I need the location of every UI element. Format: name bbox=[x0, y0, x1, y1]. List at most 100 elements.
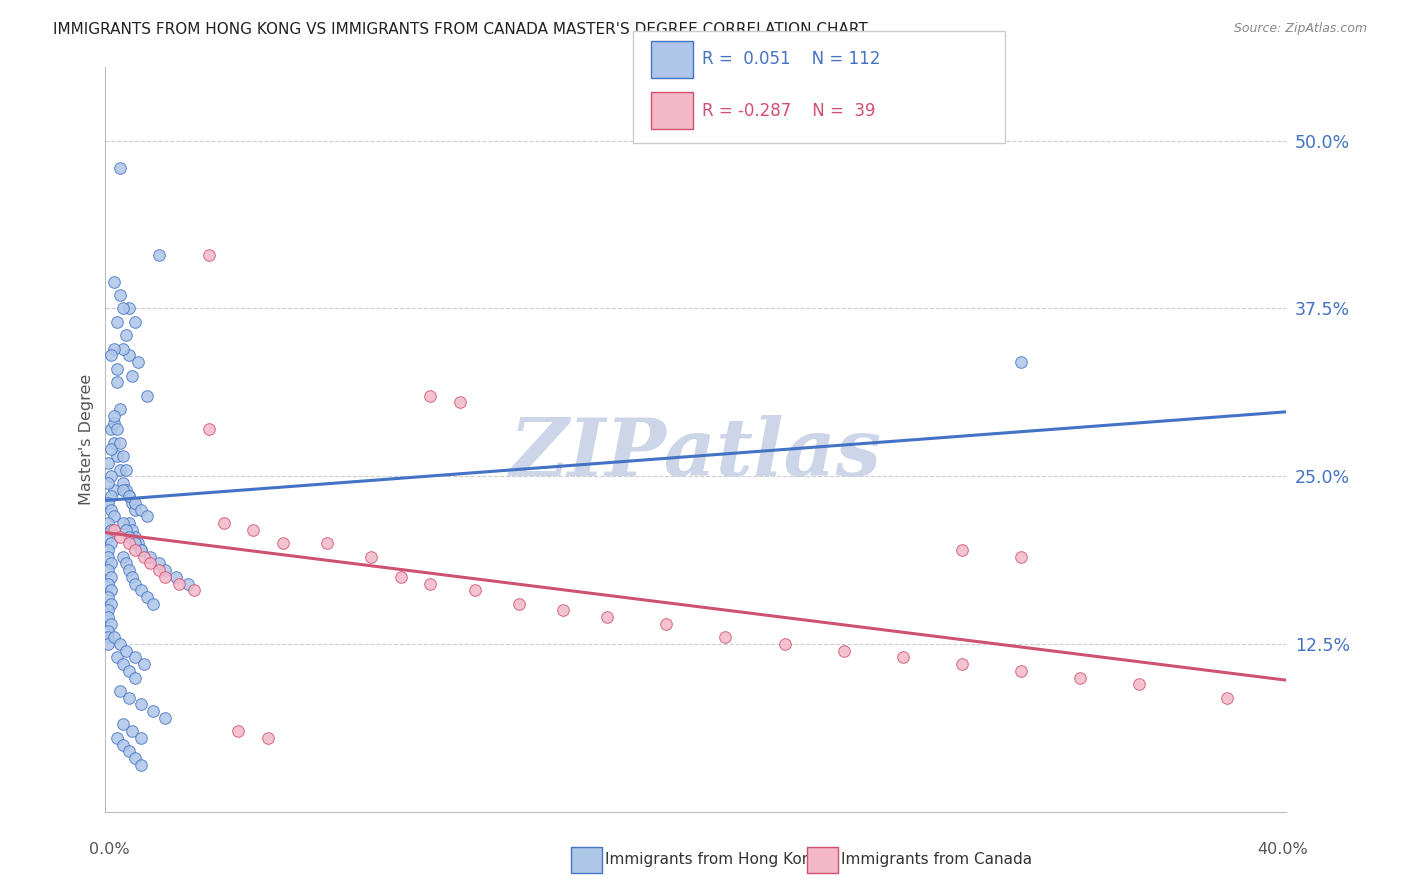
Point bbox=[389, 570, 412, 584]
Text: Immigrants from Hong Kong: Immigrants from Hong Kong bbox=[605, 853, 821, 867]
Point bbox=[97, 576, 120, 591]
Point bbox=[105, 731, 128, 745]
Point bbox=[124, 315, 146, 329]
Point bbox=[103, 416, 125, 430]
Point bbox=[118, 489, 141, 503]
Point bbox=[103, 435, 125, 450]
Point bbox=[112, 483, 135, 497]
Point bbox=[115, 483, 138, 497]
Point bbox=[135, 509, 157, 524]
Point bbox=[655, 616, 678, 631]
Point bbox=[153, 563, 176, 577]
Point bbox=[118, 563, 141, 577]
Point bbox=[115, 523, 138, 537]
Point bbox=[103, 523, 125, 537]
Point bbox=[315, 536, 337, 550]
Point bbox=[124, 496, 146, 510]
Text: R =  0.051    N = 112: R = 0.051 N = 112 bbox=[702, 50, 880, 69]
Point bbox=[112, 717, 135, 731]
Point bbox=[110, 435, 132, 450]
Point bbox=[142, 597, 165, 611]
Point bbox=[110, 288, 132, 302]
Point bbox=[449, 395, 471, 409]
Point bbox=[112, 449, 135, 463]
Point bbox=[142, 704, 165, 718]
Point bbox=[1069, 671, 1091, 685]
Point bbox=[950, 657, 973, 672]
Point bbox=[100, 442, 122, 457]
Point bbox=[148, 248, 170, 262]
Point bbox=[103, 409, 125, 423]
Point bbox=[103, 509, 125, 524]
Point bbox=[100, 597, 122, 611]
Point bbox=[112, 342, 135, 356]
Point bbox=[124, 576, 146, 591]
Point bbox=[153, 711, 176, 725]
Point bbox=[129, 583, 152, 598]
Point bbox=[197, 422, 219, 436]
Point bbox=[226, 724, 250, 739]
Point bbox=[97, 516, 120, 531]
Text: 0.0%: 0.0% bbox=[90, 842, 129, 856]
Point bbox=[100, 523, 122, 537]
Point bbox=[121, 570, 143, 584]
Point bbox=[714, 630, 737, 644]
Point bbox=[891, 650, 914, 665]
Point bbox=[169, 576, 191, 591]
Point bbox=[129, 731, 152, 745]
Point bbox=[97, 630, 120, 644]
Point bbox=[1128, 677, 1150, 691]
Point bbox=[129, 543, 152, 558]
Point bbox=[124, 671, 146, 685]
Point bbox=[112, 738, 135, 752]
Point bbox=[115, 557, 138, 571]
Point bbox=[135, 590, 157, 604]
Point bbox=[121, 523, 143, 537]
Point bbox=[118, 530, 141, 544]
Point bbox=[97, 475, 120, 490]
Point bbox=[97, 563, 120, 577]
Point bbox=[165, 570, 187, 584]
Text: Source: ZipAtlas.com: Source: ZipAtlas.com bbox=[1233, 22, 1367, 36]
Point bbox=[112, 475, 135, 490]
Point bbox=[110, 462, 132, 476]
Point bbox=[100, 583, 122, 598]
Point bbox=[1010, 664, 1032, 678]
Point bbox=[118, 536, 141, 550]
Point bbox=[124, 530, 146, 544]
Point bbox=[115, 643, 138, 657]
Point bbox=[1216, 690, 1239, 705]
Point bbox=[1010, 355, 1032, 369]
Point bbox=[508, 597, 530, 611]
Point bbox=[105, 650, 128, 665]
Point bbox=[112, 301, 135, 316]
Point bbox=[100, 422, 122, 436]
Point bbox=[138, 549, 162, 564]
Point bbox=[105, 449, 128, 463]
Point bbox=[138, 557, 162, 571]
Point bbox=[121, 496, 143, 510]
Point bbox=[105, 376, 128, 390]
Point bbox=[112, 516, 135, 531]
Point bbox=[112, 657, 135, 672]
Point bbox=[124, 751, 146, 765]
Point bbox=[110, 402, 132, 417]
Point bbox=[97, 496, 120, 510]
Point bbox=[419, 389, 441, 403]
Point bbox=[118, 516, 141, 531]
Point bbox=[464, 583, 486, 598]
Text: R = -0.287    N =  39: R = -0.287 N = 39 bbox=[702, 102, 875, 120]
Point bbox=[124, 502, 146, 516]
Point bbox=[360, 549, 382, 564]
Text: IMMIGRANTS FROM HONG KONG VS IMMIGRANTS FROM CANADA MASTER'S DEGREE CORRELATION : IMMIGRANTS FROM HONG KONG VS IMMIGRANTS … bbox=[53, 22, 868, 37]
Point bbox=[110, 684, 132, 698]
Point bbox=[97, 590, 120, 604]
Point bbox=[183, 583, 205, 598]
Point bbox=[127, 536, 149, 550]
Point bbox=[110, 637, 132, 651]
Point bbox=[118, 744, 141, 758]
Point bbox=[115, 462, 138, 476]
Point bbox=[148, 557, 170, 571]
Point bbox=[950, 543, 973, 558]
Point bbox=[100, 570, 122, 584]
